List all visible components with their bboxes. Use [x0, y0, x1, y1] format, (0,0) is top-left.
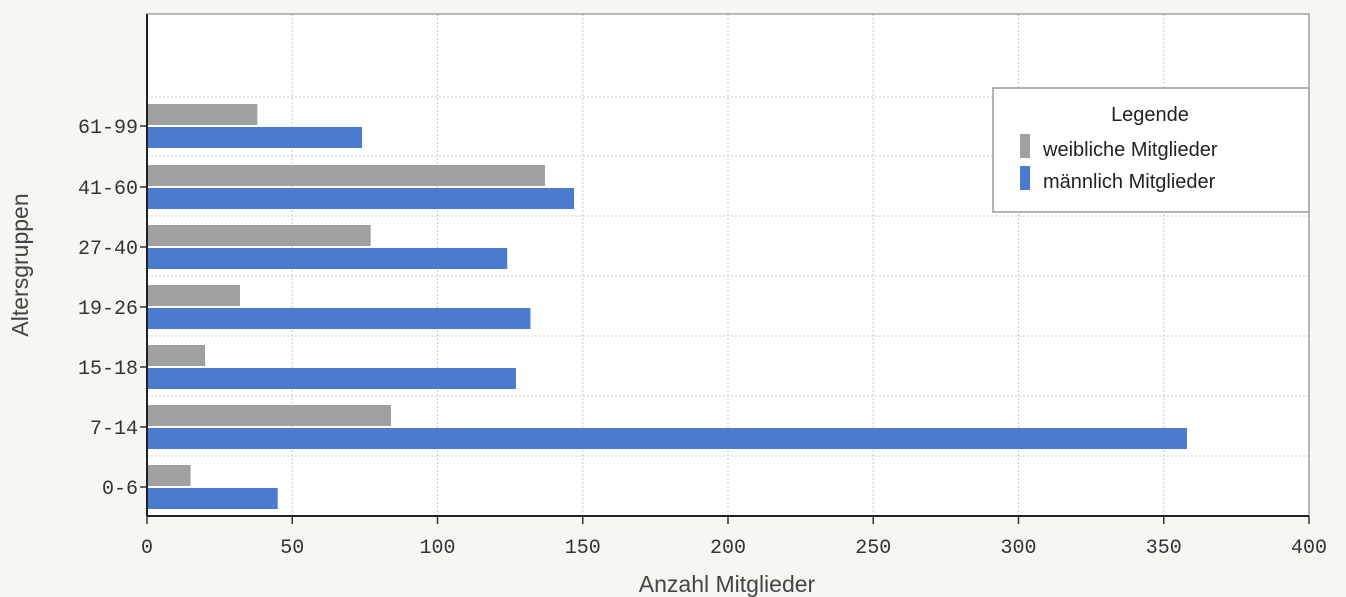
y-tick-label: 41-60: [78, 178, 138, 201]
y-tick-label: 19-26: [78, 298, 138, 321]
bar-female-19-26: [147, 285, 240, 306]
legend-label-female: weibliche Mitglieder: [1042, 139, 1218, 161]
bar-female-0-6: [147, 465, 191, 486]
axes: [140, 13, 1310, 524]
bar-male-41-60: [147, 188, 575, 209]
y-tick-label: 15-18: [78, 358, 138, 381]
bar-male-7-14: [147, 428, 1187, 449]
x-tick-label: 300: [1000, 537, 1036, 560]
tick-labels: 0 50 100 150 200 250 300 350 400 0-6 7-14 15-18 19-2…: [78, 117, 1327, 560]
x-tick-label: 250: [855, 537, 891, 560]
legend: Legende weibliche Mitglieder männlich Mi…: [992, 87, 1310, 213]
bar-male-0-6: [147, 488, 278, 509]
bar-female-61-99: [147, 104, 258, 125]
bar-female-7-14: [147, 405, 392, 426]
y-tick-label: 27-40: [78, 238, 138, 261]
bar-male-27-40: [147, 248, 508, 269]
bar-male-15-18: [147, 368, 516, 389]
legend-title: Legende: [1111, 104, 1189, 126]
x-tick-label: 200: [710, 537, 746, 560]
x-axis-title: Anzahl Mitglieder: [639, 571, 816, 597]
bar-male-19-26: [147, 308, 531, 329]
x-tick-label: 400: [1291, 537, 1327, 560]
x-tick-label: 350: [1146, 537, 1182, 560]
x-tick-label: 150: [565, 537, 601, 560]
y-axis-title: Altersgruppen: [7, 193, 33, 336]
y-tick-label: 7-14: [90, 418, 138, 441]
legend-swatch-female: [1020, 134, 1030, 158]
bar-male-61-99: [147, 127, 362, 148]
legend-box: [992, 87, 1310, 213]
x-tick-label: 100: [419, 537, 455, 560]
legend-label-male: männlich Mitglieder: [1043, 171, 1216, 193]
y-tick-label: 0-6: [102, 478, 138, 501]
x-tick-label: 50: [280, 537, 304, 560]
legend-swatch-male: [1020, 166, 1030, 190]
bars: [147, 104, 1187, 509]
bar-female-27-40: [147, 225, 371, 246]
y-tick-label: 61-99: [78, 117, 138, 140]
x-tick-label: 0: [141, 537, 153, 560]
bar-female-15-18: [147, 345, 206, 366]
bar-female-41-60: [147, 165, 545, 186]
